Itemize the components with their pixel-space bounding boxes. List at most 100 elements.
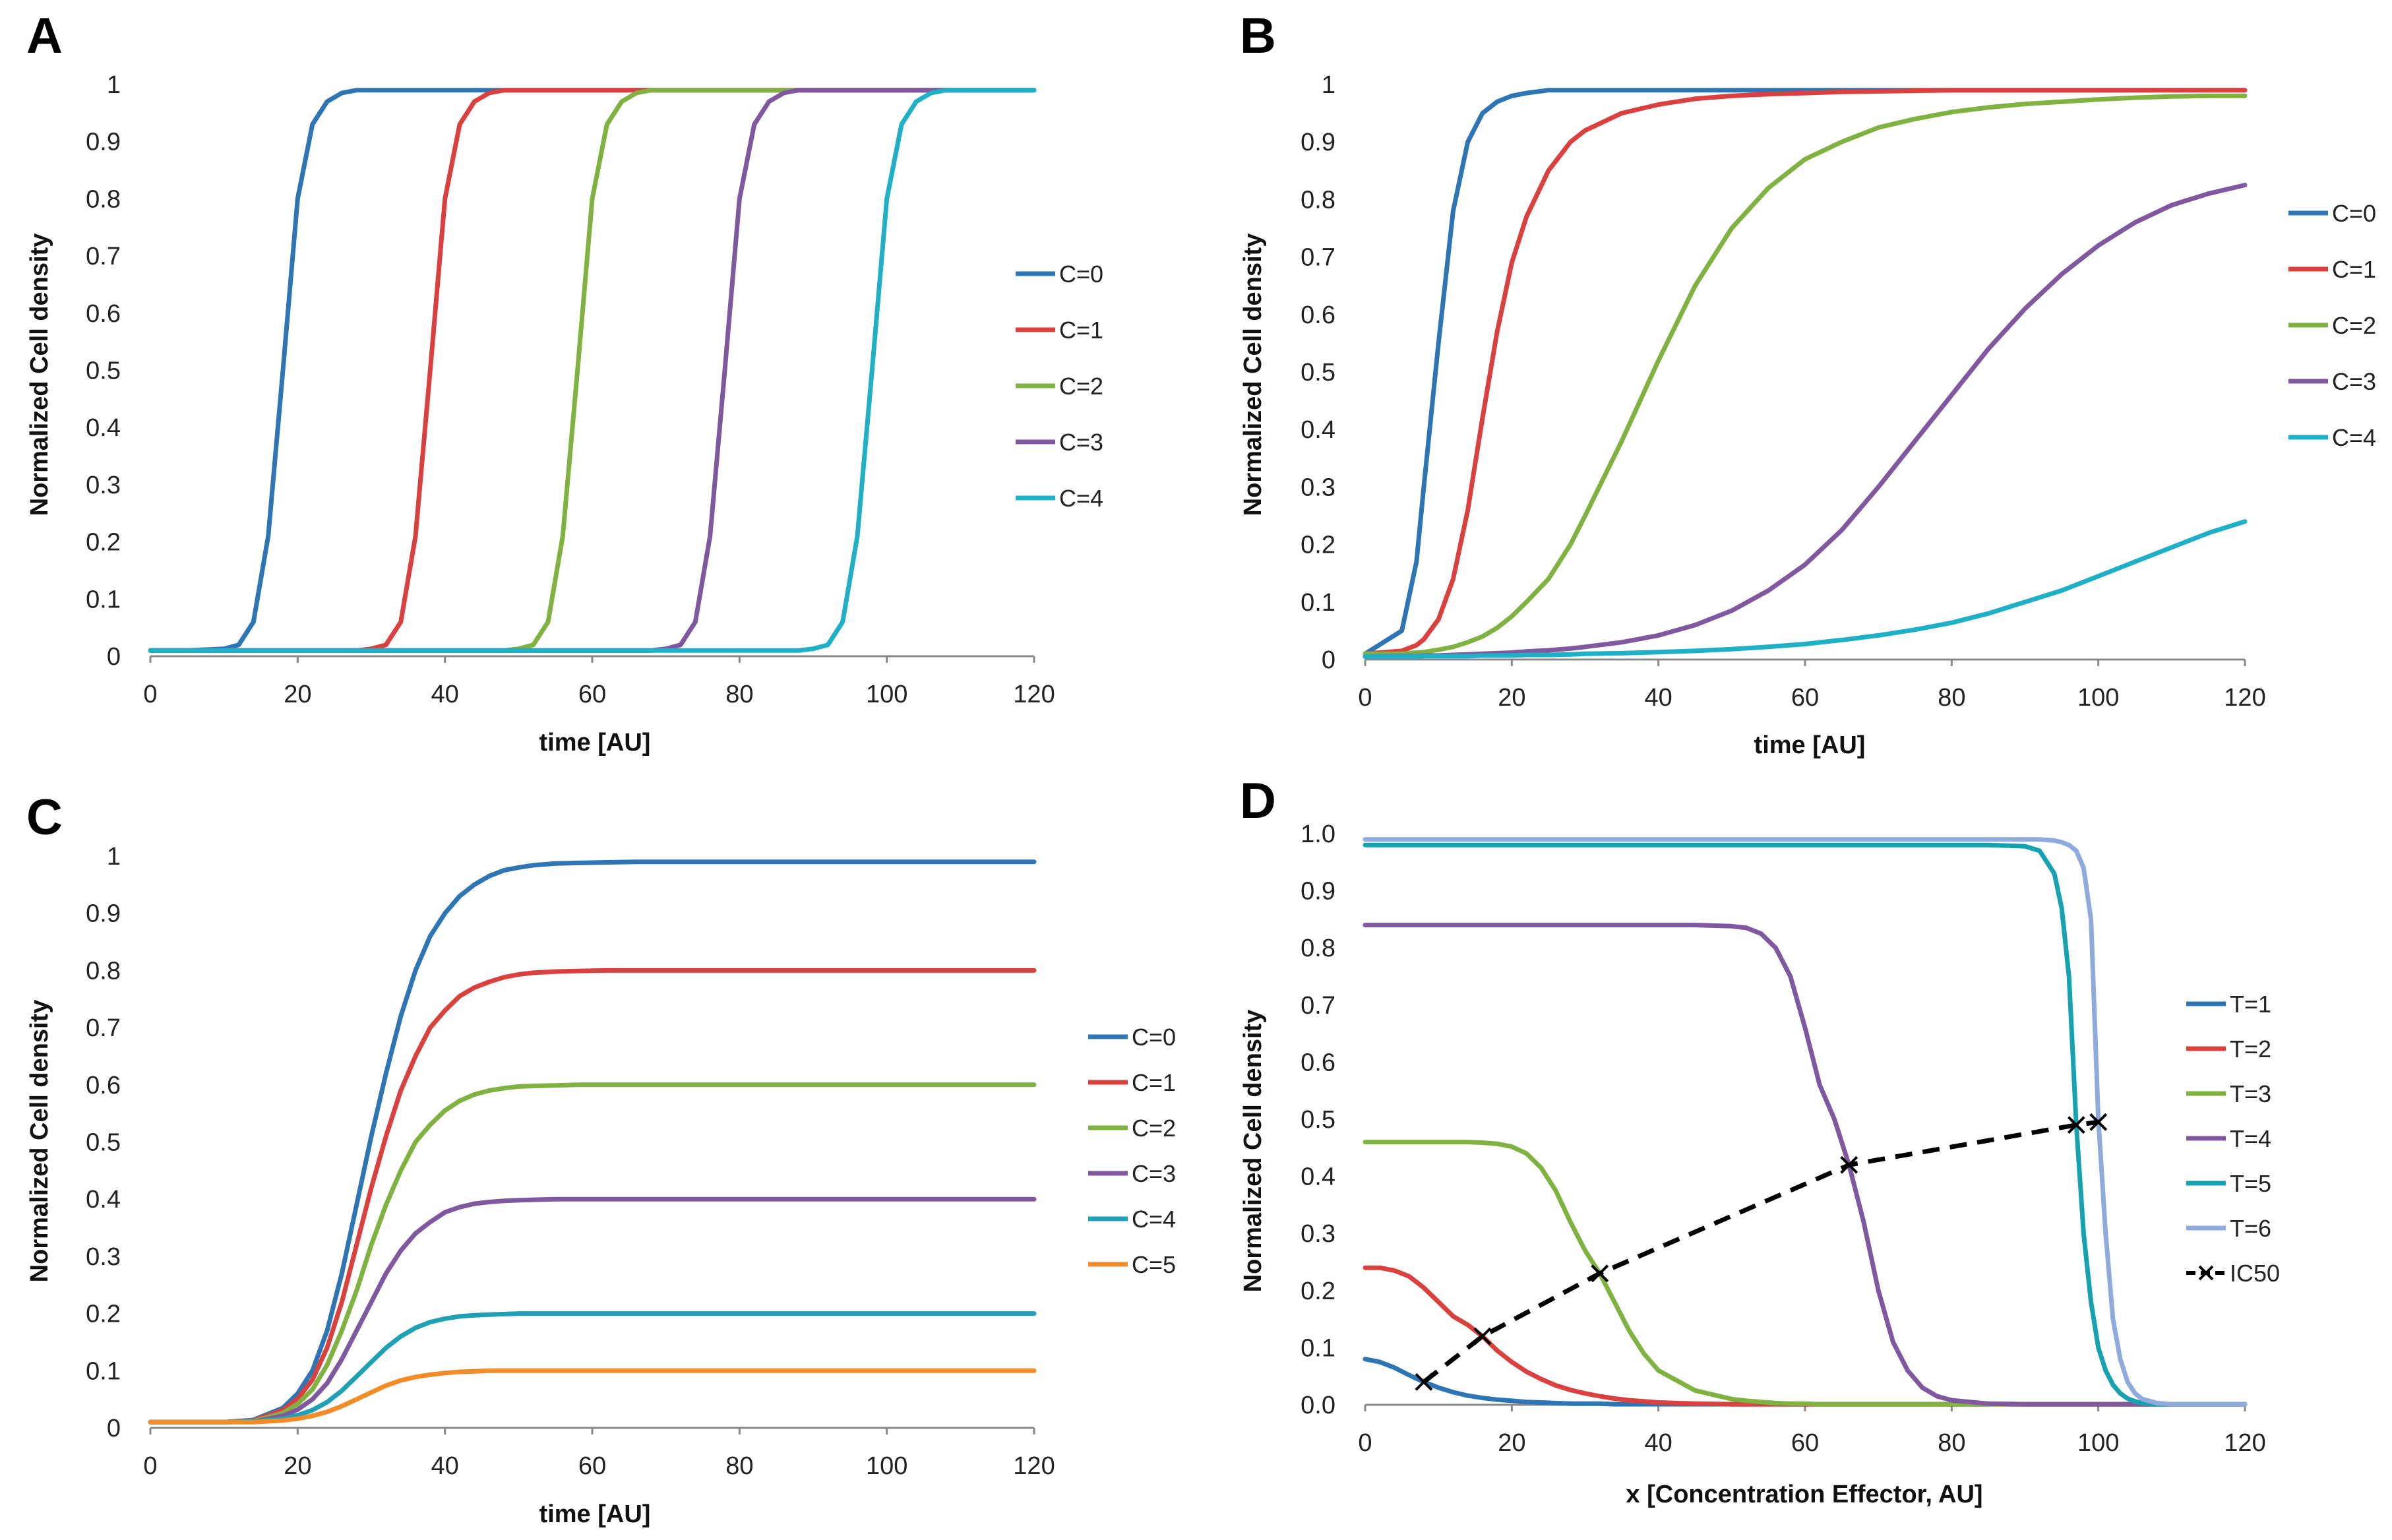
y-tick-label: 0.3 xyxy=(86,1243,121,1271)
y-axis-title: Normalized Cell density xyxy=(26,233,53,516)
y-axis-title: Normalized Cell density xyxy=(1239,1010,1267,1293)
x-tick-label: 40 xyxy=(1645,1429,1672,1457)
x-tick-label: 100 xyxy=(2077,684,2119,712)
x-axis-title: x [Concentration Effector, AU] xyxy=(1626,1481,1982,1508)
legend-label: C=1 xyxy=(1059,317,1103,344)
x-tick-label: 0 xyxy=(1358,684,1372,712)
legend-item: C=4 xyxy=(1016,485,1103,512)
y-tick-label: 0.2 xyxy=(86,529,121,557)
ic50-marker xyxy=(1473,1327,1492,1345)
legend-item: C=4 xyxy=(2288,424,2376,451)
y-tick-label: 0.6 xyxy=(86,300,121,328)
legend-item: IC50 xyxy=(2186,1260,2280,1287)
y-tick-label: 0.7 xyxy=(86,1014,121,1042)
legend-marker xyxy=(2198,1265,2214,1281)
x-tick-label: 20 xyxy=(1498,684,1525,712)
legend-label: C=1 xyxy=(2332,256,2376,283)
x-tick-label: 20 xyxy=(284,681,311,708)
x-tick-label: 120 xyxy=(1013,681,1055,708)
legend-label: C=0 xyxy=(2332,200,2376,227)
legend-label: C=3 xyxy=(2332,368,2376,395)
ic50-marker xyxy=(2089,1113,2108,1131)
legend-label: IC50 xyxy=(2230,1260,2280,1287)
y-tick-label: 1 xyxy=(107,71,121,99)
legend-item: C=3 xyxy=(2288,368,2376,395)
series-line-c-5 xyxy=(148,1368,1037,1425)
x-tick-label: 0 xyxy=(143,681,157,708)
legend-label: T=1 xyxy=(2230,991,2271,1018)
series-line-c-4 xyxy=(1363,519,2248,660)
series-line-c-2 xyxy=(148,1082,1037,1425)
series-line-c-0 xyxy=(148,88,1037,653)
y-tick-label: 0.7 xyxy=(1301,992,1335,1020)
y-tick-label: 0.7 xyxy=(86,243,121,270)
y-tick-label: 0.9 xyxy=(1301,878,1335,906)
y-tick-label: 0.1 xyxy=(86,586,121,613)
y-tick-label: 0.8 xyxy=(1301,935,1335,962)
legend-label: C=2 xyxy=(1059,373,1103,400)
y-tick-label: 0.6 xyxy=(1301,1049,1335,1076)
y-tick-label: 1 xyxy=(1322,71,1335,99)
y-tick-label: 0.6 xyxy=(1301,301,1335,329)
panel-a: A 0 20 40 60 80 100 120 0 0.1 0.2 0.3 0.4 0.5 0.6 0.7 0… xyxy=(26,8,1103,756)
legend-item: C=3 xyxy=(1016,429,1103,456)
x-tick-label: 100 xyxy=(2077,1429,2119,1457)
x-tick-label: 100 xyxy=(866,681,907,708)
x-tick-label: 60 xyxy=(578,1452,606,1480)
y-tick-label: 0.8 xyxy=(86,957,121,985)
legend-label: C=4 xyxy=(1132,1206,1176,1233)
y-tick-label: 0.2 xyxy=(86,1301,121,1328)
x-tick-label: 60 xyxy=(578,681,606,708)
legend-label: T=2 xyxy=(2230,1035,2271,1063)
legend-item: C=3 xyxy=(1088,1160,1176,1187)
panel-b: B 0 20 40 60 80 100 120 0 0.1 0.2 0.3 0.4 0.5 0.6 0.7 0… xyxy=(1239,8,2376,759)
ic50-marker xyxy=(1591,1264,1609,1283)
x-tick-label: 0 xyxy=(1358,1429,1372,1457)
panel-label-c: C xyxy=(26,789,63,846)
y-tick-label: 0 xyxy=(1322,646,1335,674)
y-tick-label: 0.9 xyxy=(86,900,121,928)
series-line-c-3 xyxy=(148,1196,1037,1425)
legend-item: T=4 xyxy=(2186,1125,2271,1152)
y-tick-label: 0.3 xyxy=(1301,474,1335,501)
ic50-line xyxy=(1422,1119,2099,1384)
panel-label-a: A xyxy=(26,8,63,64)
series-line-c-4 xyxy=(148,88,1037,653)
x-tick-label: 60 xyxy=(1791,1429,1819,1457)
legend-label: C=4 xyxy=(1059,485,1103,512)
x-tick-label: 80 xyxy=(725,1452,753,1480)
ic50-marker xyxy=(2067,1116,2085,1134)
legend-item: T=3 xyxy=(2186,1080,2271,1107)
x-tick-label: 20 xyxy=(1498,1429,1525,1457)
x-tick-label: 80 xyxy=(1938,684,1965,712)
ic50-marker xyxy=(1415,1372,1433,1391)
legend-label: T=5 xyxy=(2230,1170,2271,1197)
legend-item: T=5 xyxy=(2186,1170,2271,1197)
x-axis-title: time [AU] xyxy=(539,729,651,756)
y-tick-label: 0.5 xyxy=(1301,1106,1335,1134)
x-tick-label: 0 xyxy=(143,1452,157,1480)
legend-item: C=0 xyxy=(2288,200,2376,227)
y-tick-label: 0.8 xyxy=(1301,186,1335,214)
legend-item: C=1 xyxy=(2288,256,2376,283)
legend-label: C=4 xyxy=(2332,424,2376,451)
y-tick-label: 0.4 xyxy=(1301,416,1335,444)
legend-label: C=1 xyxy=(1132,1069,1176,1096)
y-tick-label: 0.2 xyxy=(1301,1278,1335,1305)
y-tick-label: 0.9 xyxy=(1301,129,1335,156)
legend-item: C=0 xyxy=(1016,261,1103,288)
legend-item: C=1 xyxy=(1016,317,1103,344)
panel-c: C 0 20 40 60 80 100 120 0 0.1 0.2 0.3 0.4 0.5 0.6 0.7 0… xyxy=(26,789,1176,1528)
x-tick-label: 80 xyxy=(725,681,753,708)
y-tick-label: 0 xyxy=(107,1415,121,1442)
legend-label: T=4 xyxy=(2230,1125,2271,1152)
x-tick-label: 100 xyxy=(866,1452,907,1480)
x-tick-label: 40 xyxy=(431,681,459,708)
x-tick-label: 80 xyxy=(1938,1429,1965,1457)
x-tick-label: 40 xyxy=(1645,684,1672,712)
x-tick-label: 120 xyxy=(1013,1452,1055,1480)
y-tick-label: 1.0 xyxy=(1301,820,1335,848)
x-tick-label: 40 xyxy=(431,1452,459,1480)
series-line-t-4 xyxy=(1363,923,2248,1407)
